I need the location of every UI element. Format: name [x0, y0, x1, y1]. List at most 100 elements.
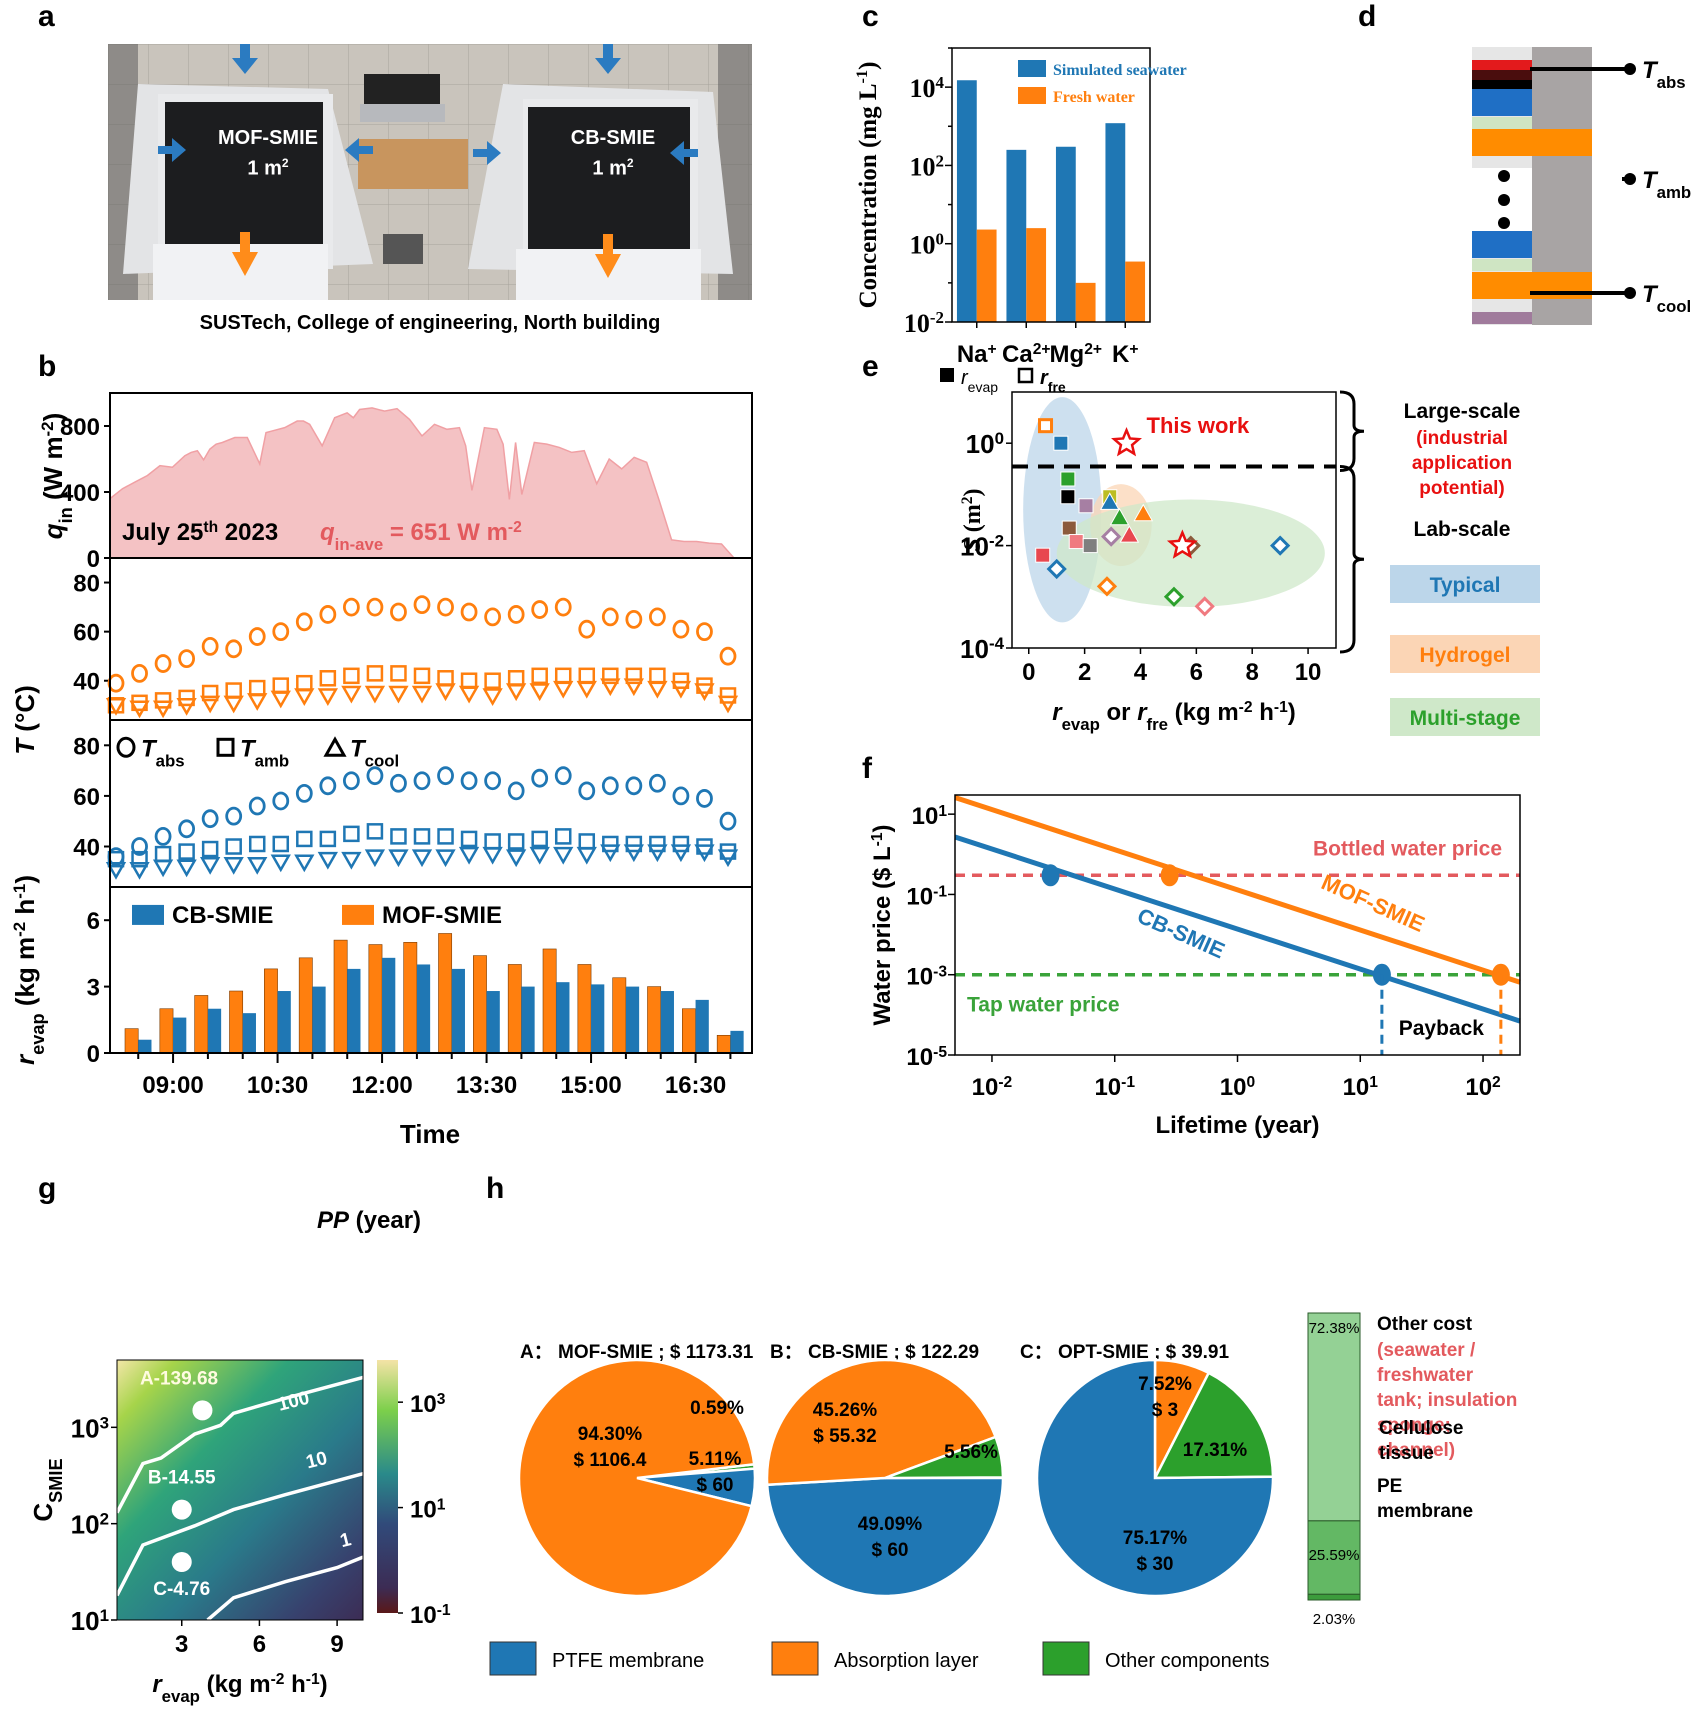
y-tick-label: 10-2	[904, 308, 944, 339]
text-part: 2	[100, 1509, 109, 1528]
text-part: 10	[1094, 1074, 1121, 1101]
t-amb-point	[296, 674, 313, 692]
panel-label-a: a	[38, 0, 55, 33]
text-part: C	[28, 1503, 58, 1522]
text-part: 2	[936, 151, 944, 170]
region-legend-box	[1390, 698, 1540, 736]
bar-fresh-water	[976, 229, 997, 322]
bottled-water-label: Bottled water price	[1313, 837, 1502, 860]
t-amb-point	[437, 670, 454, 687]
legend-cb-swatch	[132, 904, 164, 925]
design-point-label: A-139.68	[140, 1368, 218, 1389]
bar-mof-smie	[124, 1028, 139, 1054]
bar-cb-smie	[382, 957, 396, 1053]
text-part: 5.11%	[689, 1449, 742, 1470]
text-part: 4	[1134, 659, 1148, 686]
t-amb-point	[154, 692, 172, 709]
text-part: cool	[365, 751, 400, 770]
x-tick-label: 15:00	[560, 1072, 621, 1099]
design-point-label: B-14.55	[148, 1468, 216, 1489]
t-cool-point	[717, 849, 739, 868]
stack-segment	[1307, 1593, 1361, 1601]
text-part: 1	[1369, 1074, 1378, 1091]
t-amb-point	[602, 667, 619, 685]
text-part: -1	[933, 883, 947, 900]
t-cool-point	[294, 854, 315, 873]
text-part: 4	[936, 73, 945, 92]
text-part: Time	[400, 1119, 460, 1149]
text-part: C： OPT-SMIE ; $ 39.91	[1020, 1342, 1229, 1363]
t-amb-point	[201, 684, 219, 702]
text-part: q	[320, 519, 335, 546]
x-tick-label: 2	[1078, 659, 1091, 686]
t-amb-point	[131, 850, 148, 868]
text-part: fre	[1147, 715, 1168, 734]
text-part: 60	[73, 620, 100, 647]
text-part: 1	[938, 803, 947, 820]
t-cool-point	[200, 856, 221, 875]
cb-smie-label: CB-SMIE 1 m2	[570, 127, 656, 180]
legend-circle-icon	[116, 736, 136, 758]
bar-mof-smie	[612, 977, 627, 1054]
brace-lab-scale	[1339, 465, 1365, 654]
chart-c: Na+ Ca2+ Mg2+ K+10-2100102104Concentration …	[853, 47, 1187, 369]
x-tick-label: 8	[1246, 659, 1259, 686]
t-abs-point	[507, 605, 525, 624]
t-abs-point	[295, 612, 313, 632]
pie-slice-other-components	[1152, 1371, 1275, 1480]
t-cool-point	[388, 849, 409, 868]
text-part: Multi-stage	[1410, 707, 1521, 730]
text-part: $ 60	[697, 1475, 734, 1496]
t-abs-point	[648, 773, 666, 793]
x-tick-label: 13:30	[456, 1072, 517, 1099]
t-abs-point	[696, 622, 713, 642]
text-part: 10	[906, 883, 933, 910]
t-cool-point	[553, 846, 574, 865]
text-part: T	[1642, 281, 1659, 308]
t-amb-point	[649, 667, 666, 685]
x-tick-label: Ca2+	[1002, 341, 1050, 369]
text-part: -1	[1121, 1074, 1135, 1091]
t-abs-point	[484, 771, 502, 791]
industrial-label: (industrial	[1416, 428, 1508, 449]
x-tick-label: 10	[1295, 659, 1322, 686]
pie-percent-label: 5.11%	[689, 1449, 742, 1470]
this-work-star	[1111, 426, 1142, 457]
bar-cb-smie	[521, 986, 535, 1053]
pie-cost-label: $ 60	[697, 1475, 734, 1496]
text-part: 3	[100, 1413, 109, 1432]
text-part: 2023	[218, 519, 278, 546]
panel-label-e: e	[862, 350, 879, 383]
t-abs-point	[342, 771, 360, 791]
text-part: 1	[100, 1606, 109, 1625]
plot-frame	[951, 47, 1151, 323]
text-part: 49.09%	[858, 1514, 923, 1535]
text-part: 800	[60, 414, 100, 441]
text-part: 10	[960, 634, 989, 664]
x-tick-label: 12:00	[351, 1072, 412, 1099]
text-part: Lifetime (year)	[1155, 1112, 1319, 1139]
t-abs-point	[460, 602, 478, 622]
heat-out-arrows	[232, 232, 621, 278]
absorber-bottom	[1472, 80, 1532, 89]
t-cool-point	[506, 849, 527, 868]
text-part: 16:30	[665, 1072, 726, 1099]
text-part: CB-SMIE	[172, 902, 273, 929]
bar-mof-smie	[333, 939, 348, 1054]
data-point-open-square	[1038, 418, 1054, 434]
x-axis-label: revap or rfre (kg m-2 h-1)	[1052, 699, 1296, 734]
text-part: r	[1052, 699, 1063, 726]
bar-cb-smie	[730, 1030, 744, 1053]
pie-cost-label: $ 55.32	[813, 1426, 876, 1447]
data-point-triangle	[1099, 492, 1120, 510]
pie-slice-other-components	[884, 1435, 1005, 1480]
bar-mof-smie	[264, 968, 278, 1054]
x-tick-label: 4	[1134, 659, 1148, 686]
text-part: 10	[910, 231, 936, 260]
t-amb-point	[507, 833, 525, 850]
text-part: )	[10, 875, 40, 884]
y-tick-label: 0	[87, 1041, 100, 1068]
text-part: MOF-SMIE	[1318, 869, 1429, 937]
stack-label: 72.38%	[1309, 1320, 1360, 1337]
legend-cb-label: CB-SMIE	[172, 902, 273, 929]
